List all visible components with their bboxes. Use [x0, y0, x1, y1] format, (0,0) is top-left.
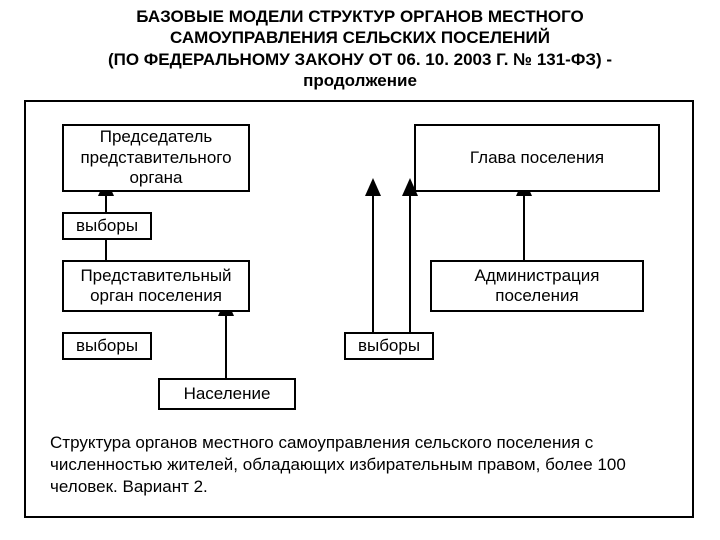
title-line-3: (ПО ФЕДЕРАЛЬНОМУ ЗАКОНУ ОТ 06. 10. 2003 … [108, 50, 612, 69]
elections-label-2: выборы [76, 336, 138, 356]
population-label: Население [184, 384, 271, 404]
elections-box-2: выборы [62, 332, 152, 360]
elections-label-3: выборы [358, 336, 420, 356]
footer-text: Структура органов местного самоуправлени… [50, 432, 670, 498]
administration-box: Администрация поселения [430, 260, 644, 312]
head-label: Глава поселения [470, 148, 604, 168]
title-line-1: БАЗОВЫЕ МОДЕЛИ СТРУКТУР ОРГАНОВ МЕСТНОГО [136, 7, 584, 26]
chairman-label: Председатель представительного органа [64, 127, 248, 188]
representative-body-label: Представительный орган поселения [64, 266, 248, 307]
population-box: Население [158, 378, 296, 410]
page-title: БАЗОВЫЕ МОДЕЛИ СТРУКТУР ОРГАНОВ МЕСТНОГО… [0, 6, 720, 91]
page: БАЗОВЫЕ МОДЕЛИ СТРУКТУР ОРГАНОВ МЕСТНОГО… [0, 0, 720, 540]
head-box: Глава поселения [414, 124, 660, 192]
administration-label: Администрация поселения [432, 266, 642, 307]
representative-body-box: Представительный орган поселения [62, 260, 250, 312]
chairman-box: Председатель представительного органа [62, 124, 250, 192]
title-line-2: САМОУПРАВЛЕНИЯ СЕЛЬСКИХ ПОСЕЛЕНИЙ [170, 28, 550, 47]
footer-content: Структура органов местного самоуправлени… [50, 433, 626, 496]
elections-box-1: выборы [62, 212, 152, 240]
elections-label-1: выборы [76, 216, 138, 236]
elections-box-3: выборы [344, 332, 434, 360]
title-line-4: продолжение [303, 71, 417, 90]
